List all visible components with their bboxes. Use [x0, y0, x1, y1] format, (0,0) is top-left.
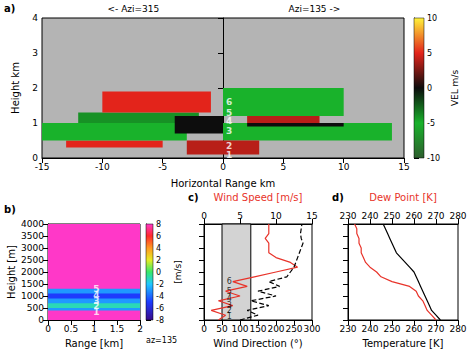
svg-text:az=135: az=135	[146, 336, 177, 345]
svg-text:-8: -8	[156, 316, 164, 325]
svg-text:1: 1	[91, 324, 97, 334]
svg-text:-10: -10	[95, 162, 110, 172]
svg-text:5: 5	[237, 211, 243, 221]
svg-text:-5: -5	[427, 119, 435, 128]
svg-text:5: 5	[280, 162, 286, 172]
svg-text:Dew Point [K]: Dew Point [K]	[369, 192, 437, 203]
svg-text:270: 270	[427, 324, 444, 334]
svg-text:6: 6	[226, 97, 232, 107]
svg-text:270: 270	[427, 211, 444, 221]
svg-text:8: 8	[156, 220, 161, 229]
svg-text:3500: 3500	[21, 231, 44, 241]
svg-text:0: 0	[156, 268, 161, 277]
svg-text:280: 280	[449, 324, 466, 334]
svg-text:2: 2	[156, 256, 161, 265]
svg-text:4: 4	[226, 293, 232, 303]
svg-text:280: 280	[449, 211, 466, 221]
svg-text:-15: -15	[35, 162, 50, 172]
svg-text:3000: 3000	[21, 243, 44, 253]
svg-text:2500: 2500	[21, 255, 44, 265]
svg-text:0: 0	[201, 324, 207, 334]
svg-text:-10: -10	[427, 154, 440, 163]
svg-text:1000: 1000	[21, 291, 44, 301]
svg-text:230: 230	[339, 211, 356, 221]
svg-text:<- Azi=315: <- Azi=315	[108, 4, 160, 14]
svg-text:Height km: Height km	[10, 62, 21, 114]
svg-text:2: 2	[137, 324, 143, 334]
svg-text:3: 3	[226, 126, 232, 136]
svg-text:10: 10	[270, 211, 282, 221]
svg-text:d): d)	[332, 192, 344, 203]
svg-text:0: 0	[32, 153, 38, 163]
svg-text:-4: -4	[156, 292, 164, 301]
svg-text:[m/s]: [m/s]	[173, 260, 183, 284]
svg-text:2: 2	[226, 141, 232, 151]
svg-text:1: 1	[32, 118, 38, 128]
svg-text:4: 4	[32, 13, 38, 23]
svg-text:Temperature [K]: Temperature [K]	[362, 338, 444, 349]
svg-text:500: 500	[27, 303, 44, 313]
svg-text:-6: -6	[156, 304, 164, 313]
svg-text:1.5: 1.5	[110, 324, 124, 334]
svg-text:100: 100	[231, 324, 248, 334]
svg-text:260: 260	[405, 324, 422, 334]
svg-text:-5: -5	[158, 162, 167, 172]
svg-text:250: 250	[383, 211, 400, 221]
svg-text:4: 4	[156, 244, 161, 253]
svg-text:2000: 2000	[21, 267, 44, 277]
svg-text:5: 5	[427, 49, 432, 58]
svg-text:2: 2	[32, 83, 38, 93]
svg-text:1: 1	[93, 306, 100, 317]
svg-text:10: 10	[427, 14, 437, 23]
svg-text:Height [m]: Height [m]	[6, 245, 17, 299]
svg-text:0: 0	[427, 84, 432, 93]
svg-text:10: 10	[338, 162, 350, 172]
svg-text:50: 50	[216, 324, 228, 334]
svg-text:4: 4	[93, 289, 100, 300]
svg-text:4000: 4000	[21, 219, 44, 229]
svg-text:0: 0	[201, 211, 207, 221]
svg-text:3: 3	[226, 301, 232, 311]
svg-text:0: 0	[45, 324, 51, 334]
svg-text:6: 6	[227, 277, 232, 286]
svg-text:15: 15	[306, 211, 317, 221]
svg-text:c): c)	[188, 192, 199, 203]
svg-text:4: 4	[226, 116, 232, 126]
svg-text:3: 3	[32, 48, 38, 58]
svg-text:5: 5	[227, 287, 232, 296]
svg-text:b): b)	[4, 204, 16, 215]
svg-text:6: 6	[156, 232, 161, 241]
svg-text:2: 2	[226, 305, 232, 315]
svg-text:Horizontal Range km: Horizontal Range km	[171, 178, 276, 189]
svg-text:240: 240	[361, 324, 378, 334]
svg-text:260: 260	[405, 211, 422, 221]
svg-text:1: 1	[226, 150, 232, 160]
svg-text:Wind Direction (°): Wind Direction (°)	[213, 338, 303, 349]
svg-text:a): a)	[4, 3, 15, 14]
svg-text:230: 230	[339, 324, 356, 334]
svg-text:Wind Speed [m/s]: Wind Speed [m/s]	[214, 192, 303, 203]
svg-text:Azi=135 ->: Azi=135 ->	[289, 4, 341, 14]
svg-text:3: 3	[93, 295, 100, 306]
svg-text:0.5: 0.5	[64, 324, 78, 334]
svg-text:200: 200	[267, 324, 284, 334]
svg-text:0: 0	[220, 162, 226, 172]
svg-text:1500: 1500	[21, 279, 44, 289]
svg-text:300: 300	[303, 324, 320, 334]
svg-text:0: 0	[38, 315, 44, 325]
svg-text:VEL m/s: VEL m/s	[450, 70, 460, 107]
svg-text:Range [km]: Range [km]	[65, 338, 123, 349]
svg-text:240: 240	[361, 211, 378, 221]
svg-text:5: 5	[93, 284, 99, 294]
svg-text:1: 1	[226, 311, 232, 321]
svg-text:-2: -2	[156, 280, 164, 289]
svg-text:150: 150	[249, 324, 266, 334]
svg-text:15: 15	[398, 162, 409, 172]
svg-text:250: 250	[383, 324, 400, 334]
svg-text:250: 250	[285, 324, 302, 334]
svg-text:5: 5	[226, 108, 232, 118]
